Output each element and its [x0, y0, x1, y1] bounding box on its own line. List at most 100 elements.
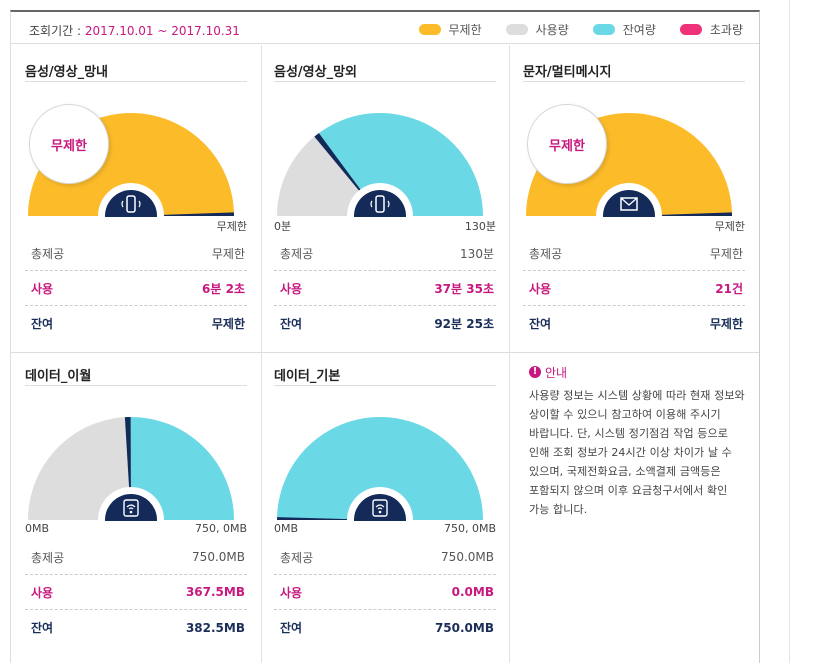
mail-icon: [620, 197, 638, 211]
wifi-waves: [126, 504, 136, 510]
column-divider: [509, 45, 510, 353]
used-row: 사용 37분 35초: [274, 271, 496, 306]
used-label: 사용: [280, 281, 303, 296]
legend-label: 무제한: [448, 23, 482, 37]
gauge-remaining-arc: [316, 113, 483, 216]
gauge-max-label: 무제한: [216, 220, 247, 233]
remaining-label: 잔여: [529, 317, 552, 331]
gauge-baseline-mask: [274, 217, 496, 238]
mail-flap: [620, 197, 638, 206]
row-divider: [11, 352, 759, 353]
notice-body: 사용량 정보는 시스템 상황에 따라 현재 정보와 상이할 수 있으니 참고하여…: [529, 389, 745, 516]
legend-swatch-remaining: [592, 24, 615, 35]
remaining-value: 무제한: [709, 317, 743, 331]
usage-card: 문자/멀티메시지 무제한 무제한 총제공 무제한 사용 21건 잔여 무제한: [523, 48, 745, 348]
remaining-value: 382.5MB: [185, 620, 245, 635]
usage-card: 데이터_이월 0MB 750, 0MB 총제공 750.0MB 사용 367.5MB …: [25, 352, 247, 652]
total-row: 총제공 무제한: [523, 236, 745, 271]
column-divider: [261, 352, 262, 663]
panel-header: 조회기간 : 2017.10.01 ~ 2017.10.31 무제한 사용량 잔…: [11, 12, 759, 44]
remaining-value: 92분 25초: [434, 317, 494, 331]
remaining-label: 잔여: [31, 317, 54, 331]
gauge-svg: [274, 113, 496, 238]
unlimited-bubble: 무제한: [527, 104, 607, 184]
gauge-baseline-mask: [25, 521, 247, 542]
legend-label: 사용량: [535, 23, 569, 37]
period-value: 2017.10.01 ~ 2017.10.31: [84, 24, 240, 38]
used-label: 사용: [31, 281, 54, 296]
exclamation-icon: !: [529, 366, 541, 378]
remaining-row: 잔여 무제한: [25, 306, 247, 341]
wifi-waves: [375, 504, 385, 510]
gauge-max-label: 750, 0MB: [443, 522, 496, 535]
legend-remaining: 잔여량: [592, 21, 656, 38]
gauge-min-label: 0MB: [274, 522, 299, 535]
unlimited-bubble: 무제한: [29, 104, 109, 184]
phone-icon: [375, 195, 385, 213]
phone-icon: [126, 195, 136, 213]
legend: 무제한 사용량 잔여량 초과량: [395, 21, 743, 38]
total-label: 총제공: [529, 246, 563, 261]
total-value: 130분: [460, 246, 494, 261]
usage-gauge: 무제한 무제한: [25, 88, 247, 238]
used-label: 사용: [529, 281, 552, 296]
column-divider: [509, 352, 510, 663]
card-title: 데이터_이월: [25, 352, 247, 386]
total-label: 총제공: [31, 246, 65, 261]
used-row: 사용 367.5MB: [25, 575, 247, 610]
remaining-row: 잔여 무제한: [523, 306, 745, 341]
total-row: 총제공 750.0MB: [274, 540, 496, 575]
legend-swatch-unlimited: [418, 24, 441, 35]
wifi-dot: [378, 510, 382, 514]
remaining-value: 750.0MB: [434, 620, 494, 635]
used-row: 사용 0.0MB: [274, 575, 496, 610]
remaining-row: 잔여 382.5MB: [25, 610, 247, 645]
total-label: 총제공: [280, 246, 314, 261]
gauge-svg: [274, 417, 496, 542]
usage-gauge: 0MB 750, 0MB: [25, 392, 247, 542]
remaining-row: 잔여 92분 25초: [274, 306, 496, 341]
total-label: 총제공: [280, 550, 314, 565]
gauge-max-label: 130분: [464, 220, 496, 233]
total-value: 무제한: [709, 246, 743, 261]
legend-unlimited: 무제한: [418, 21, 482, 38]
usage-gauge: 0MB 750, 0MB: [274, 392, 496, 542]
legend-label: 초과량: [709, 23, 743, 37]
wifi-icon: [123, 499, 139, 517]
legend-swatch-used: [505, 24, 528, 35]
used-row: 사용 6분 2초: [25, 271, 247, 306]
usage-card: 음성/영상_망내 무제한 무제한 총제공 무제한 사용 6분 2초 잔여 무제한: [25, 48, 247, 348]
usage-card: 음성/영상_망외 0분 130분 총제공 130분 사용 37분 35초 잔여 92분 …: [274, 48, 496, 348]
total-value: 무제한: [211, 246, 245, 261]
notice-box: ! 안내 사용량 정보는 시스템 상황에 따라 현재 정보와 상이할 수 있으니…: [529, 364, 751, 519]
used-value: 367.5MB: [185, 585, 245, 599]
used-value: 21건: [715, 281, 743, 296]
legend-swatch-overage: [679, 24, 702, 35]
wifi-icon: [372, 499, 388, 517]
gauge-min-label: 0MB: [25, 522, 50, 535]
gauge-baseline-mask: [523, 217, 745, 238]
period-label: 조회기간 :: [29, 24, 85, 38]
remaining-label: 잔여: [280, 317, 303, 331]
remaining-label: 잔여: [280, 621, 303, 635]
usage-gauge: 무제한 무제한: [523, 88, 745, 238]
signal-waves: [121, 200, 141, 208]
used-value: 6분 2초: [202, 281, 245, 296]
total-label: 총제공: [31, 550, 65, 565]
legend-used: 사용량: [505, 21, 569, 38]
card-title: 음성/영상_망내: [25, 48, 247, 82]
used-label: 사용: [31, 585, 54, 600]
card-title: 데이터_기본: [274, 352, 496, 386]
total-value: 750.0MB: [192, 550, 245, 564]
gauge-max-label: 750, 0MB: [194, 522, 247, 535]
legend-overage: 초과량: [679, 21, 743, 38]
total-value: 750.0MB: [441, 550, 494, 564]
notice-title-text: 안내: [545, 365, 568, 380]
remaining-row: 잔여 750.0MB: [274, 610, 496, 645]
card-title: 음성/영상_망외: [274, 48, 496, 82]
notice-title: ! 안내: [529, 364, 751, 380]
gauge-svg: [523, 113, 745, 238]
usage-gauge: 0분 130분: [274, 88, 496, 238]
card-title: 문자/멀티메시지: [523, 48, 745, 82]
gauge-max-label: 무제한: [714, 220, 745, 233]
